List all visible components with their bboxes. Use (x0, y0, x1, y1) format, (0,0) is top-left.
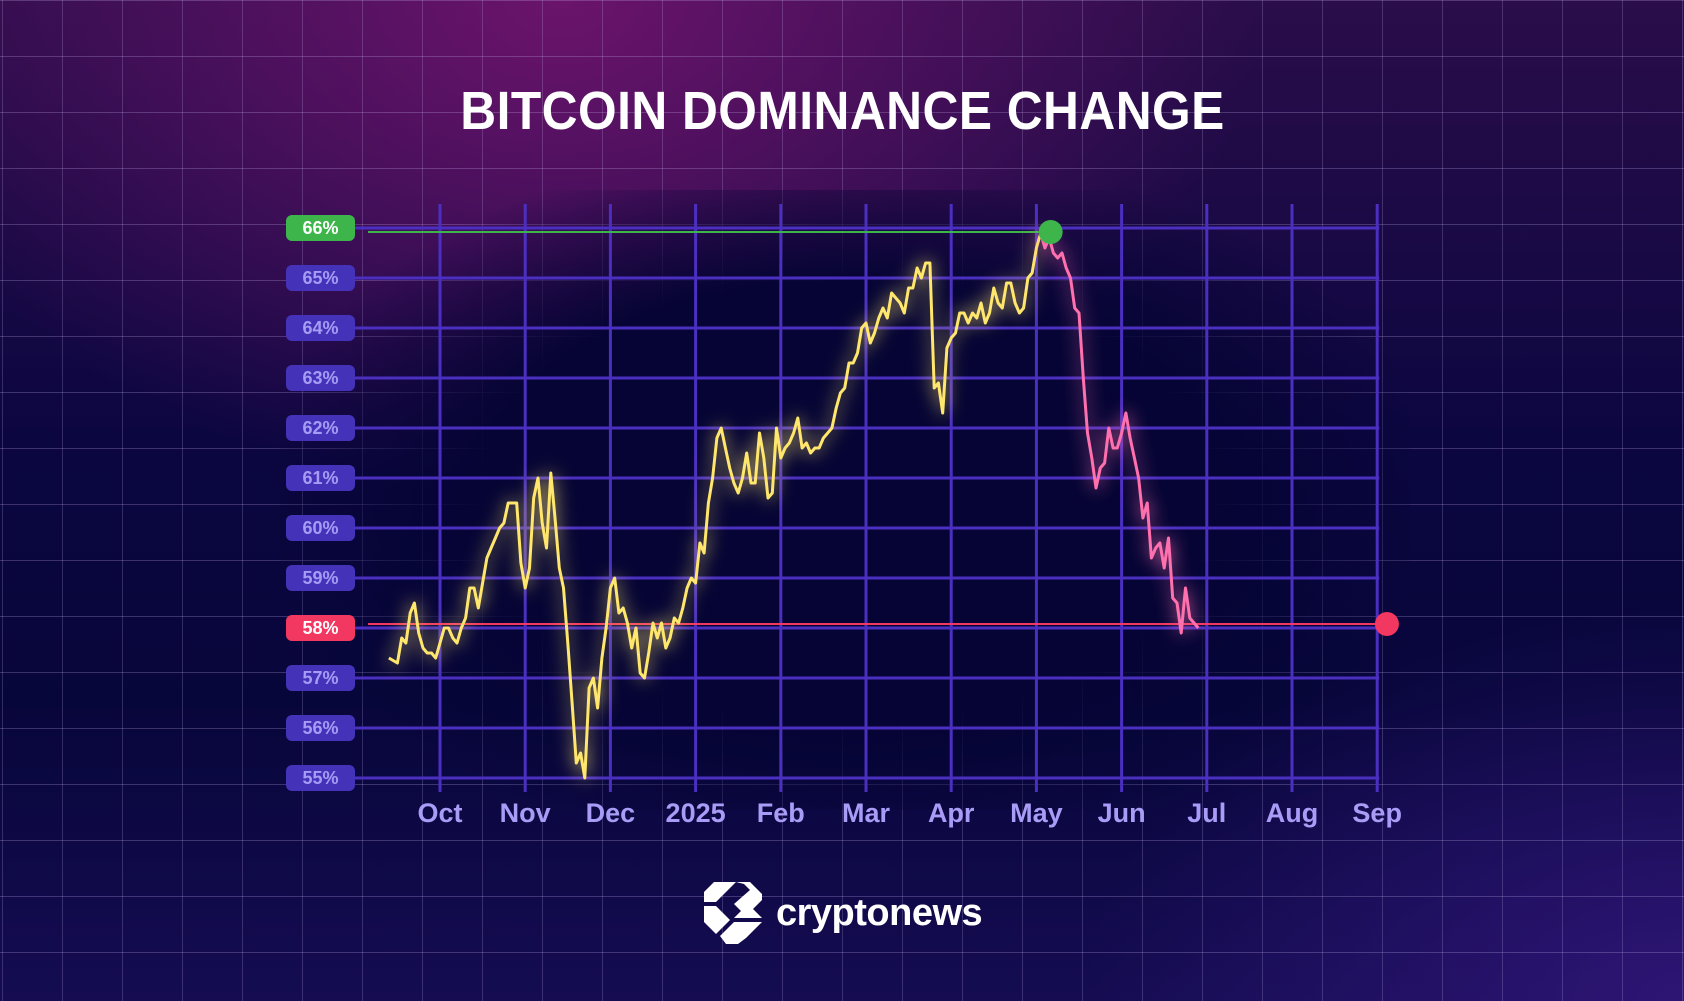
y-tick-label: 63% (286, 365, 355, 391)
y-tick-label: 66% (286, 215, 355, 241)
x-tick-label: 2025 (665, 798, 726, 828)
brand-logo: cryptonews (700, 880, 983, 946)
y-tick-label: 64% (286, 315, 355, 341)
chart-title-text: BITCOIN DOMINANCE CHANGE (459, 81, 1225, 141)
x-tick-label: Sep (1352, 798, 1402, 828)
y-tick-label: 56% (286, 715, 355, 741)
chart-title: BITCOIN DOMINANCE CHANGE (0, 80, 1684, 142)
x-tick-label: Mar (841, 798, 891, 828)
vertical-gridlines (438, 204, 1379, 792)
dominance-line-falling (1039, 232, 1200, 635)
x-tick-label: Dec (585, 798, 636, 828)
x-tick-label: Oct (417, 798, 463, 828)
y-tick-label: 60% (286, 515, 355, 541)
x-tick-label: Apr (927, 798, 975, 828)
x-tick-label: Feb (756, 798, 805, 828)
brand-name: cryptonews (776, 891, 983, 934)
y-tick-label: 61% (286, 465, 355, 491)
dominance-line-rising (388, 232, 1043, 780)
x-tick-label: Jul (1187, 798, 1227, 828)
x-tick-label: May (1010, 798, 1063, 828)
cryptonews-logo-icon (704, 882, 762, 944)
y-tick-label: 58% (286, 615, 355, 641)
y-tick-label: 55% (286, 765, 355, 791)
y-tick-label: 62% (286, 415, 355, 441)
x-tick-label: Jun (1097, 798, 1146, 828)
y-tick-label: 57% (286, 665, 355, 691)
current-marker-dot (1374, 612, 1399, 636)
x-tick-label: Aug (1265, 798, 1319, 828)
x-tick-label: Nov (499, 798, 551, 828)
y-tick-label: 65% (286, 265, 355, 291)
max-marker-dot (1038, 220, 1063, 244)
y-tick-label: 59% (286, 565, 355, 591)
